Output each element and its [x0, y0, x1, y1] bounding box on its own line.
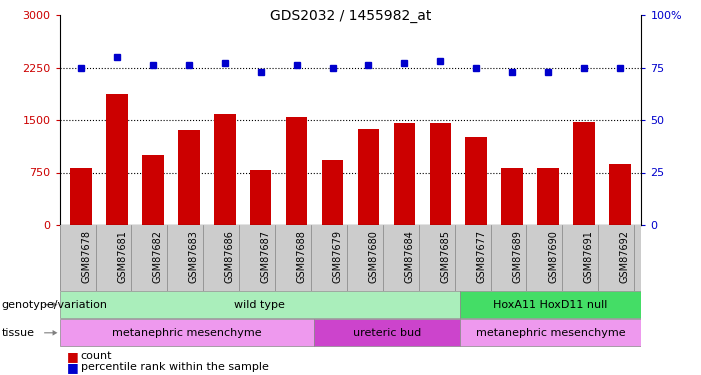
Text: GSM87691: GSM87691: [584, 230, 594, 283]
Text: GSM87688: GSM87688: [297, 230, 306, 283]
Bar: [214, 114, 236, 225]
Bar: [250, 170, 271, 225]
Bar: [573, 122, 594, 225]
Text: ■: ■: [67, 350, 82, 363]
Text: HoxA11 HoxD11 null: HoxA11 HoxD11 null: [494, 300, 608, 310]
Bar: [465, 137, 487, 225]
Text: GSM87686: GSM87686: [225, 230, 235, 283]
Bar: [142, 155, 164, 225]
Bar: [501, 168, 523, 225]
Bar: [609, 164, 631, 225]
Text: GSM87684: GSM87684: [404, 230, 414, 283]
Text: ■: ■: [67, 361, 82, 374]
Bar: [314, 320, 460, 346]
Text: GSM87681: GSM87681: [117, 230, 127, 283]
Bar: [60, 291, 460, 318]
Text: GSM87687: GSM87687: [261, 230, 271, 283]
Text: GSM87685: GSM87685: [440, 230, 450, 283]
Bar: [70, 168, 92, 225]
Text: GSM87678: GSM87678: [81, 230, 91, 283]
Bar: [286, 117, 308, 225]
Bar: [107, 94, 128, 225]
Bar: [460, 320, 641, 346]
Text: GSM87682: GSM87682: [153, 230, 163, 283]
Bar: [322, 160, 343, 225]
Text: GDS2032 / 1455982_at: GDS2032 / 1455982_at: [270, 9, 431, 23]
Text: metanephric mesenchyme: metanephric mesenchyme: [112, 328, 261, 338]
Bar: [393, 123, 415, 225]
Bar: [178, 130, 200, 225]
Text: GSM87679: GSM87679: [332, 230, 343, 283]
Text: GSM87689: GSM87689: [512, 230, 522, 283]
Text: GSM87677: GSM87677: [476, 230, 486, 284]
Text: GSM87692: GSM87692: [620, 230, 630, 283]
Text: GSM87683: GSM87683: [189, 230, 199, 283]
Bar: [537, 168, 559, 225]
Text: ureteric bud: ureteric bud: [353, 328, 421, 338]
Bar: [60, 320, 314, 346]
Text: GSM87690: GSM87690: [548, 230, 558, 283]
Text: tissue: tissue: [1, 328, 34, 338]
Text: wild type: wild type: [234, 300, 285, 310]
Bar: [430, 123, 451, 225]
Text: percentile rank within the sample: percentile rank within the sample: [81, 363, 268, 372]
Text: GSM87680: GSM87680: [369, 230, 379, 283]
Text: count: count: [81, 351, 112, 361]
Bar: [358, 129, 379, 225]
Text: metanephric mesenchyme: metanephric mesenchyme: [476, 328, 625, 338]
Text: genotype/variation: genotype/variation: [1, 300, 107, 310]
Bar: [460, 291, 641, 318]
